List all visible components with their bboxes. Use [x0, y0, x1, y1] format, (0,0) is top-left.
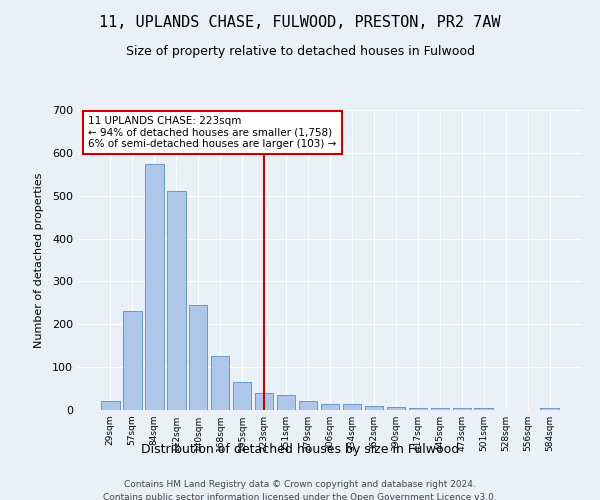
Text: Distribution of detached houses by size in Fulwood: Distribution of detached houses by size …	[141, 442, 459, 456]
Bar	[343, 404, 361, 410]
Bar	[189, 305, 208, 410]
Bar	[123, 312, 142, 410]
Bar	[233, 382, 251, 410]
Bar	[386, 406, 405, 410]
Bar	[541, 408, 559, 410]
Text: Contains HM Land Registry data © Crown copyright and database right 2024.: Contains HM Land Registry data © Crown c…	[124, 480, 476, 489]
Bar	[299, 400, 317, 410]
Bar	[145, 164, 164, 410]
Text: Contains public sector information licensed under the Open Government Licence v3: Contains public sector information licen…	[103, 492, 497, 500]
Bar	[101, 402, 119, 410]
Y-axis label: Number of detached properties: Number of detached properties	[34, 172, 44, 348]
Bar	[255, 393, 274, 410]
Text: 11 UPLANDS CHASE: 223sqm
← 94% of detached houses are smaller (1,758)
6% of semi: 11 UPLANDS CHASE: 223sqm ← 94% of detach…	[88, 116, 337, 149]
Bar	[409, 408, 427, 410]
Bar	[431, 408, 449, 410]
Text: 11, UPLANDS CHASE, FULWOOD, PRESTON, PR2 7AW: 11, UPLANDS CHASE, FULWOOD, PRESTON, PR2…	[99, 15, 501, 30]
Bar	[475, 408, 493, 410]
Bar	[211, 356, 229, 410]
Bar	[167, 192, 185, 410]
Bar	[320, 404, 340, 410]
Bar	[365, 406, 383, 410]
Bar	[277, 395, 295, 410]
Text: Size of property relative to detached houses in Fulwood: Size of property relative to detached ho…	[125, 45, 475, 58]
Bar	[452, 408, 471, 410]
